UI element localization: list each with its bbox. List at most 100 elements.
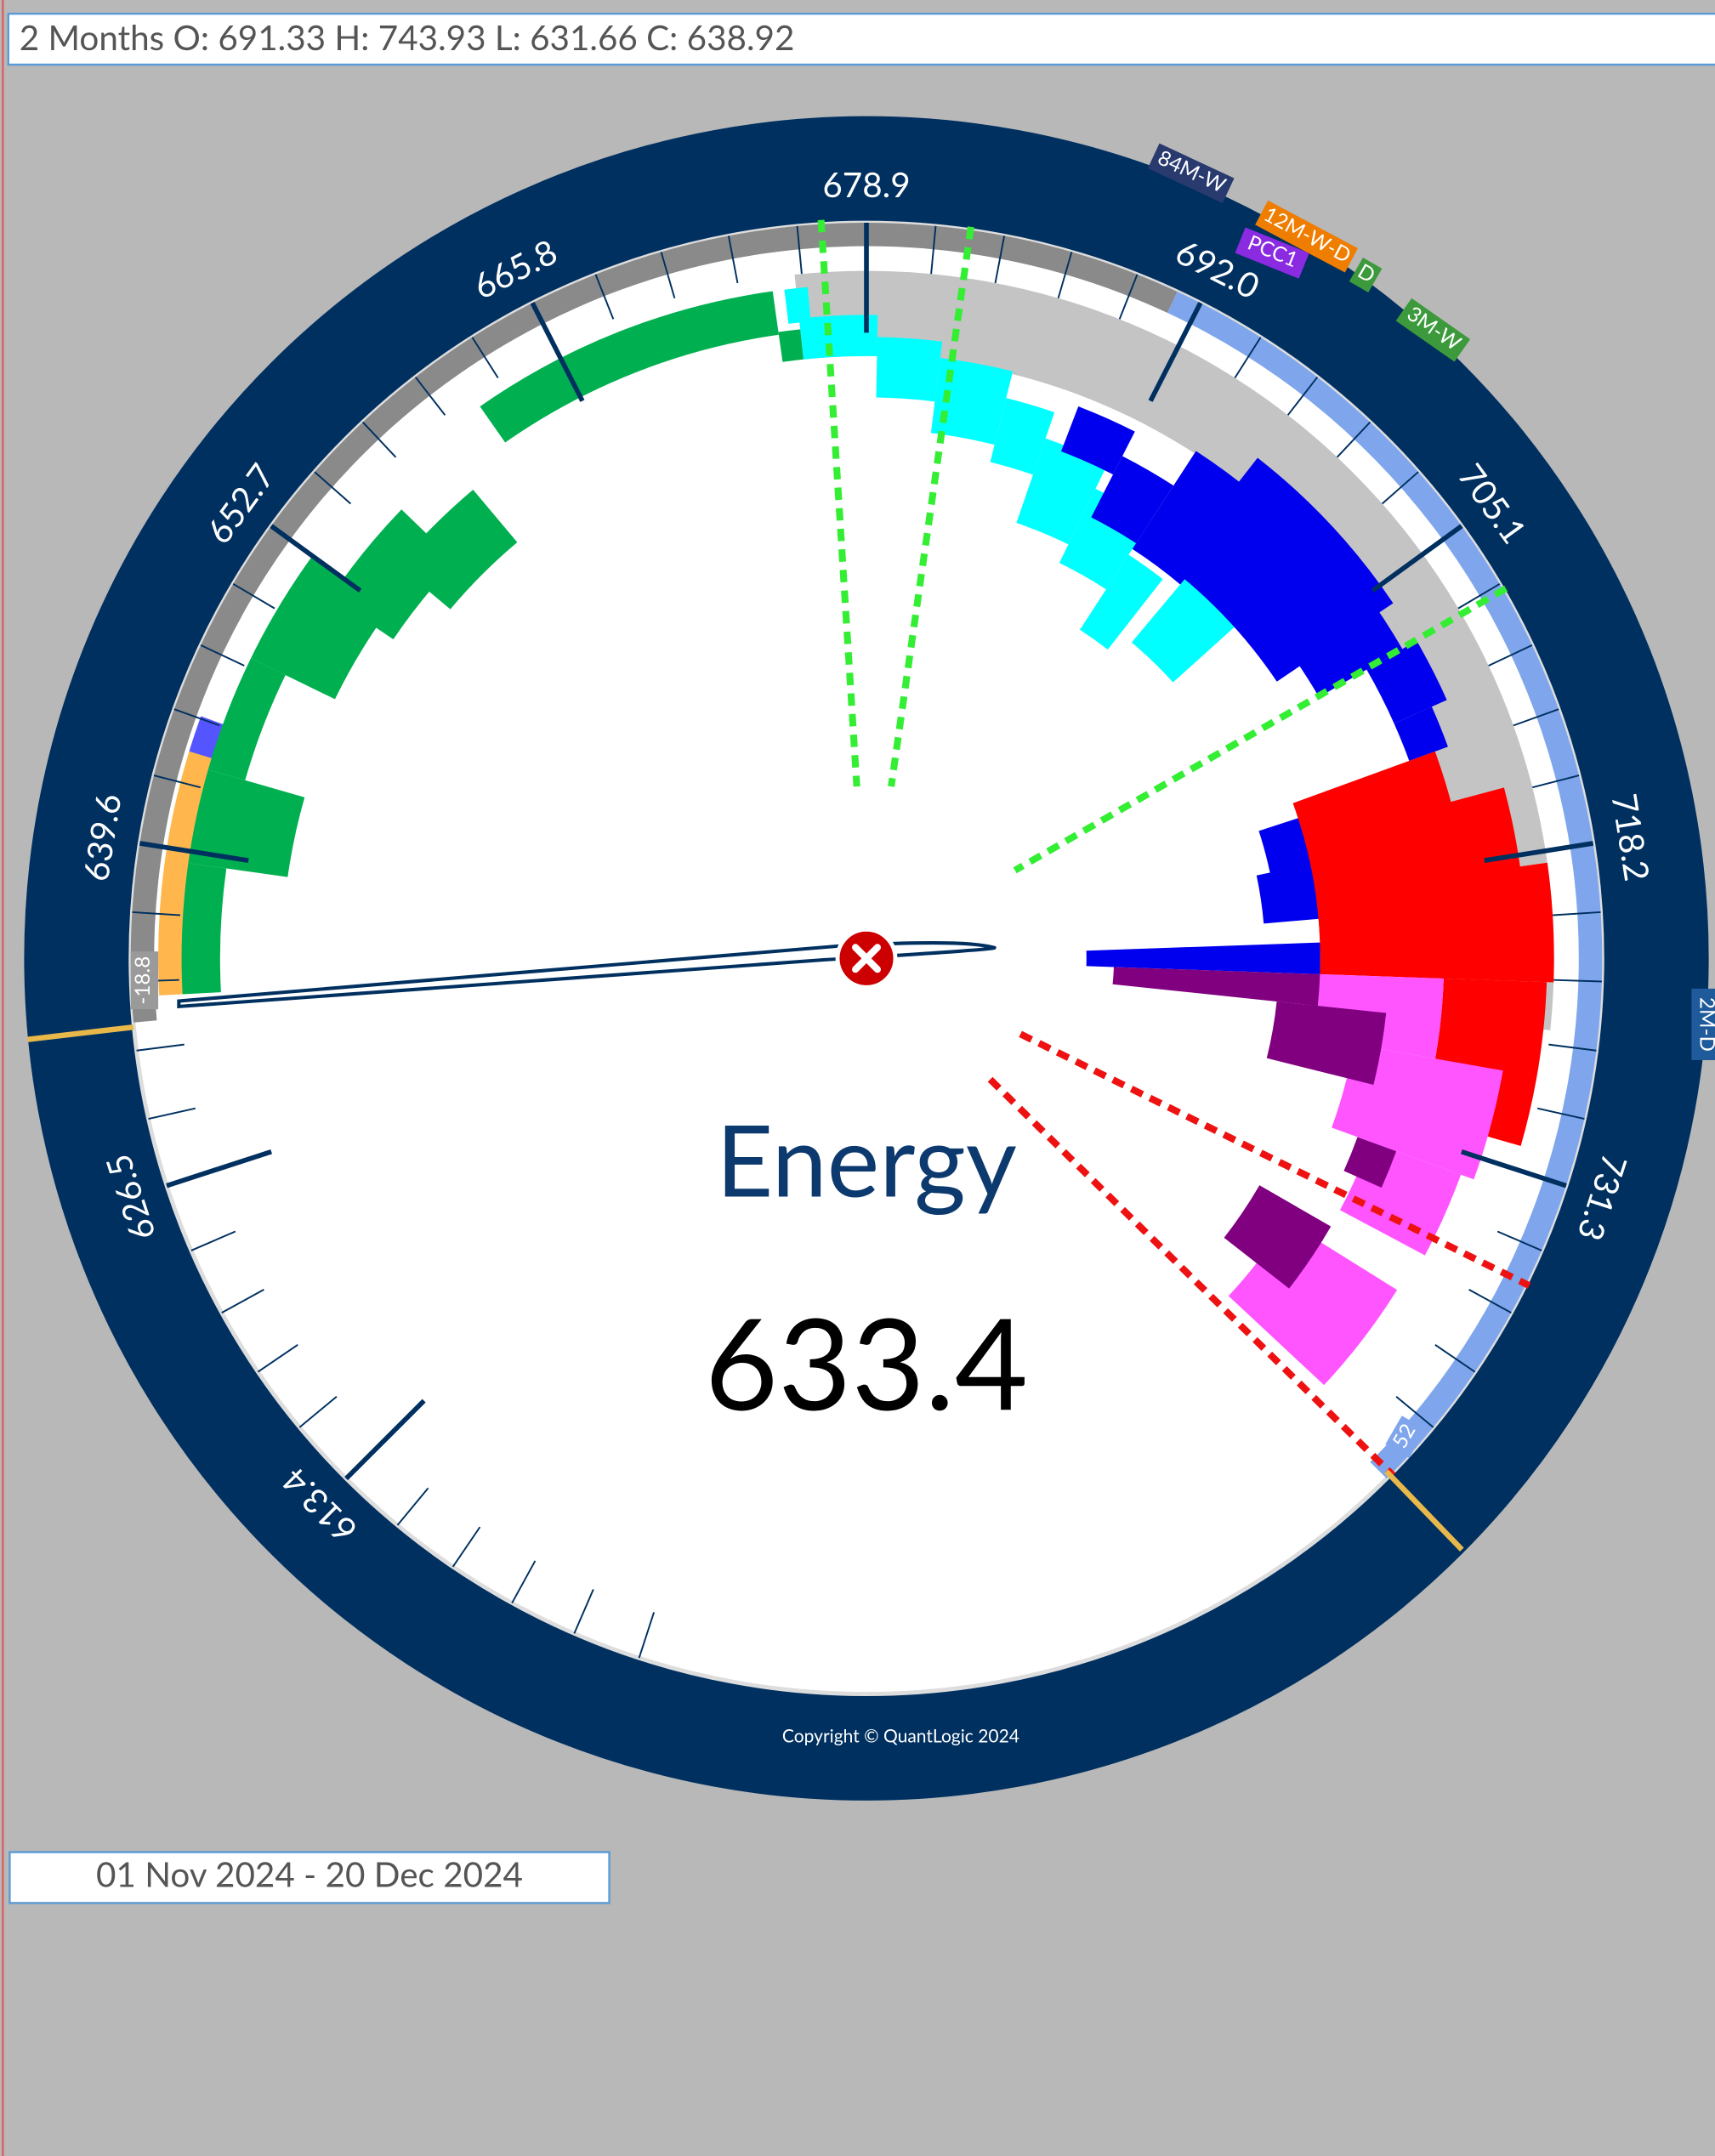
date-range: 01 Nov 2024 - 20 Dec 2024 <box>96 1853 523 1895</box>
major-tick <box>530 302 585 402</box>
guide-line <box>1019 1030 1531 1289</box>
outer-ring <box>24 116 1709 1801</box>
minor-tick <box>1553 911 1601 916</box>
guide-line <box>987 1076 1396 1478</box>
minor-tick <box>148 1107 196 1120</box>
minor-tick <box>132 911 180 916</box>
bar-sector <box>1086 942 1320 974</box>
minor-tick <box>1468 1289 1512 1313</box>
range-start <box>27 1024 134 1042</box>
minor-tick <box>451 1526 481 1568</box>
center-title: Energy <box>716 1098 1017 1217</box>
minor-tick <box>1234 337 1262 379</box>
bar-sector <box>1366 640 1447 724</box>
bar-sector <box>1224 1185 1332 1289</box>
bar-sector <box>1080 554 1163 650</box>
bar-sector <box>990 398 1055 475</box>
bar-sector <box>778 329 804 362</box>
bar-sector <box>1016 438 1108 545</box>
copyright: Copyright © QuantLogic 2024 <box>782 1726 1019 1747</box>
minor-tick <box>573 1589 594 1634</box>
major-tick <box>1148 302 1203 402</box>
minor-tick <box>153 774 201 789</box>
minor-tick <box>1536 1107 1585 1120</box>
bar-sector <box>876 337 943 402</box>
badge-box <box>1147 143 1235 203</box>
minor-tick <box>594 274 615 320</box>
bar-sector <box>784 287 811 324</box>
tick-label: 678.9 <box>822 163 910 205</box>
minor-tick <box>511 1560 537 1604</box>
date-box[interactable] <box>9 1851 610 1904</box>
bar-sector <box>1112 967 1320 1007</box>
header-text: 2 Months O: 691.33 H: 743.93 L: 631.66 C… <box>20 16 795 58</box>
bar-sector <box>130 223 1178 1023</box>
guide-line <box>817 219 860 787</box>
minor-tick <box>1496 1230 1542 1251</box>
major-tick <box>270 524 362 593</box>
minor-tick <box>1488 644 1533 667</box>
guide-line <box>888 226 974 787</box>
minor-tick <box>1336 421 1371 458</box>
bar-sector <box>1266 1001 1387 1085</box>
bar-sector <box>207 658 286 780</box>
minor-tick <box>221 1289 264 1313</box>
bar-sector <box>1394 706 1448 761</box>
badge-box <box>1691 988 1715 1060</box>
minor-tick <box>173 708 220 727</box>
range-end <box>1384 1469 1464 1552</box>
minor-tick <box>638 1612 656 1659</box>
bar-sector <box>158 739 217 996</box>
bar-sector <box>1315 862 1554 983</box>
minor-tick <box>200 644 245 667</box>
guides <box>817 219 1531 1478</box>
minor-tick <box>1118 274 1139 320</box>
bar-sector <box>480 291 779 443</box>
minor-tick <box>1548 1043 1597 1052</box>
minor-tick <box>136 1043 185 1052</box>
major-tick <box>139 841 249 863</box>
major-tick <box>1371 524 1463 593</box>
minor-tick <box>1286 376 1319 416</box>
close-icon <box>852 944 881 973</box>
bar-sector <box>798 315 878 360</box>
minor-tick <box>796 225 803 275</box>
badge-box <box>1235 227 1309 279</box>
header-box <box>7 12 1715 66</box>
minor-tick <box>660 252 676 298</box>
minor-tick <box>727 235 739 284</box>
minor-tick <box>1457 582 1501 610</box>
minor-tick <box>1553 979 1602 983</box>
minor-tick <box>930 225 937 275</box>
major-tick <box>1484 841 1594 863</box>
minor-tick <box>994 235 1006 284</box>
minor-tick <box>1381 471 1419 505</box>
bar-sector <box>181 863 227 995</box>
major-tick <box>1461 1149 1567 1189</box>
badge-label: 2M-D <box>1695 997 1715 1052</box>
bar-sector <box>1132 451 1256 585</box>
badge-box <box>1385 1416 1426 1459</box>
badge-box <box>130 951 159 1010</box>
bar-sector <box>1235 520 1403 697</box>
bar-sector <box>188 769 305 877</box>
minor-tick <box>1395 1396 1434 1428</box>
major-tick <box>344 1399 426 1481</box>
minor-tick <box>1434 1344 1476 1373</box>
major-tick <box>166 1149 273 1189</box>
minor-tick <box>257 1344 298 1373</box>
badge-box <box>1395 298 1471 362</box>
minor-tick <box>232 582 275 610</box>
bar-sector <box>1091 456 1174 543</box>
minor-tick <box>190 1230 236 1251</box>
bar-sector <box>397 489 518 610</box>
minor-tick <box>414 376 446 416</box>
minor-tick <box>314 471 352 505</box>
bar-sector <box>1060 406 1135 475</box>
badge-box <box>1255 200 1358 273</box>
minor-tick <box>1057 252 1073 298</box>
badge-label: -18.8 <box>130 956 155 1005</box>
